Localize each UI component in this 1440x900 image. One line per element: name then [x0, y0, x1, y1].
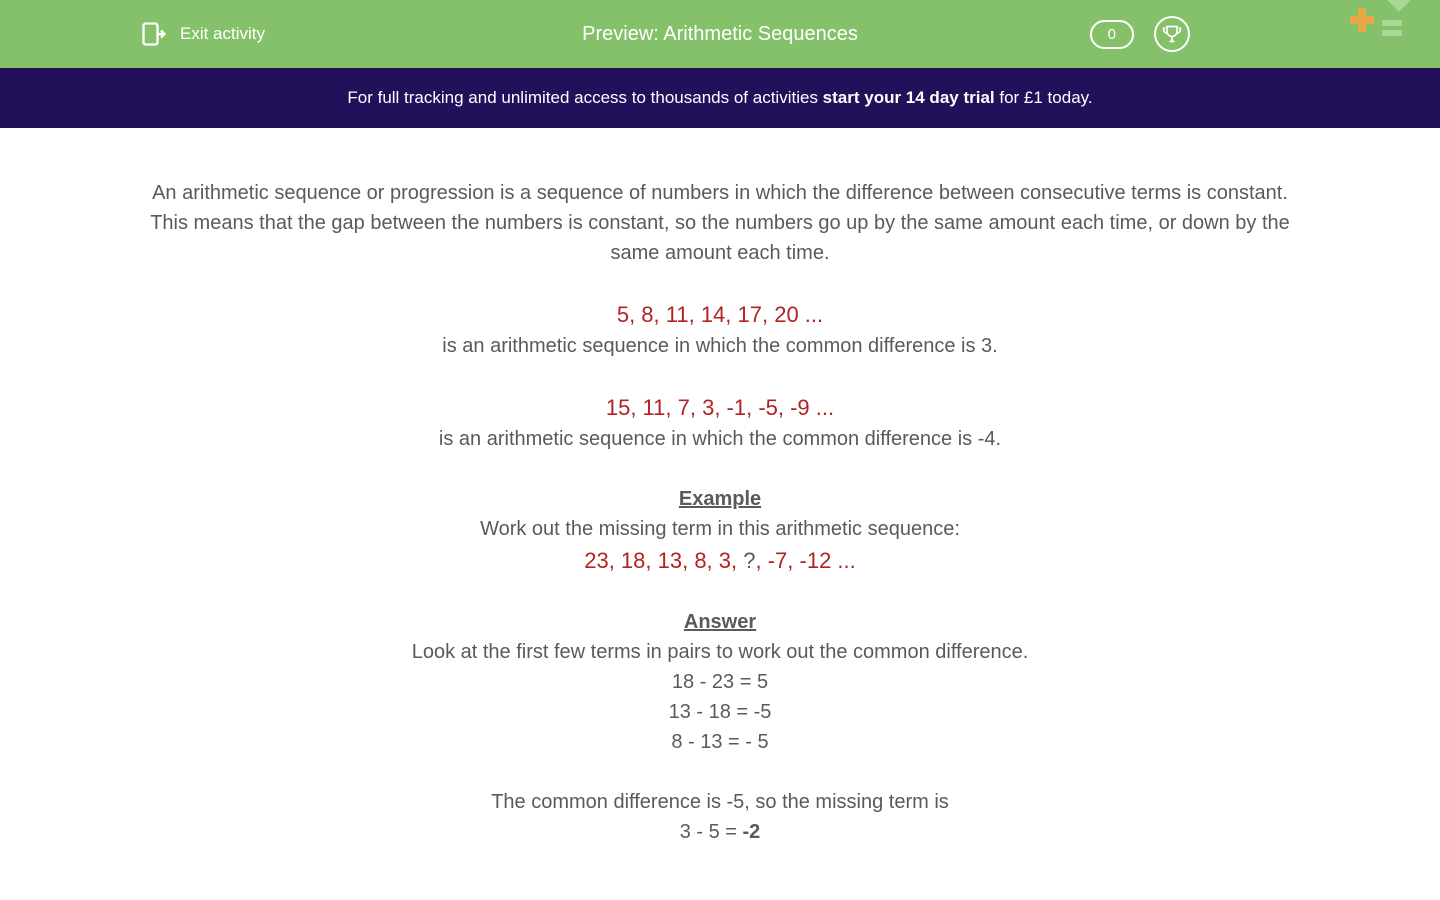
banner-prefix: For full tracking and unlimited access t…: [347, 88, 822, 107]
intro-paragraph: An arithmetic sequence or progression is…: [150, 178, 1290, 268]
sequence-before: 23, 18, 13, 8, 3,: [584, 548, 743, 573]
sequence-example-1: 5, 8, 11, 14, 17, 20 ...: [150, 298, 1290, 331]
example-sequence: 23, 18, 13, 8, 3, ?, -7, -12 ...: [150, 544, 1290, 577]
final-calculation: 3 - 5 = -2: [150, 817, 1290, 847]
calculation-3: 8 - 13 = - 5: [150, 727, 1290, 757]
exit-activity-button[interactable]: Exit activity: [140, 20, 265, 48]
banner-bold: start your 14 day trial: [823, 88, 995, 107]
header-right-controls: 0: [1090, 16, 1190, 52]
sequence-1-description: is an arithmetic sequence in which the c…: [150, 331, 1290, 361]
sequence-example-2: 15, 11, 7, 3, -1, -5, -9 ...: [150, 391, 1290, 424]
page-title: Preview: Arithmetic Sequences: [582, 23, 858, 46]
calculation-2: 13 - 18 = -5: [150, 697, 1290, 727]
intro-line-1: An arithmetic sequence or progression is…: [150, 178, 1290, 208]
answer-title: Answer: [150, 607, 1290, 637]
sequence-after: , -7, -12 ...: [756, 548, 856, 573]
logo-decoration-icon: [1340, 0, 1410, 50]
final-answer: -2: [743, 821, 761, 843]
trial-banner[interactable]: For full tracking and unlimited access t…: [0, 68, 1440, 128]
intro-line-2: This means that the gap between the numb…: [150, 208, 1290, 268]
final-calc-prefix: 3 - 5 =: [680, 821, 743, 843]
banner-suffix: for £1 today.: [995, 88, 1093, 107]
exit-label: Exit activity: [180, 24, 265, 44]
sequence-question-mark: ?: [743, 548, 755, 573]
trophy-icon[interactable]: [1154, 16, 1190, 52]
main-content: An arithmetic sequence or progression is…: [0, 128, 1440, 867]
example-instruction: Work out the missing term in this arithm…: [150, 514, 1290, 544]
header-bar: Exit activity Preview: Arithmetic Sequen…: [0, 0, 1440, 68]
conclusion-text: The common difference is -5, so the miss…: [150, 787, 1290, 817]
score-badge[interactable]: 0: [1090, 20, 1134, 49]
exit-icon: [140, 20, 168, 48]
example-title: Example: [150, 484, 1290, 514]
answer-intro: Look at the first few terms in pairs to …: [150, 637, 1290, 667]
sequence-2-description: is an arithmetic sequence in which the c…: [150, 424, 1290, 454]
calculation-1: 18 - 23 = 5: [150, 667, 1290, 697]
